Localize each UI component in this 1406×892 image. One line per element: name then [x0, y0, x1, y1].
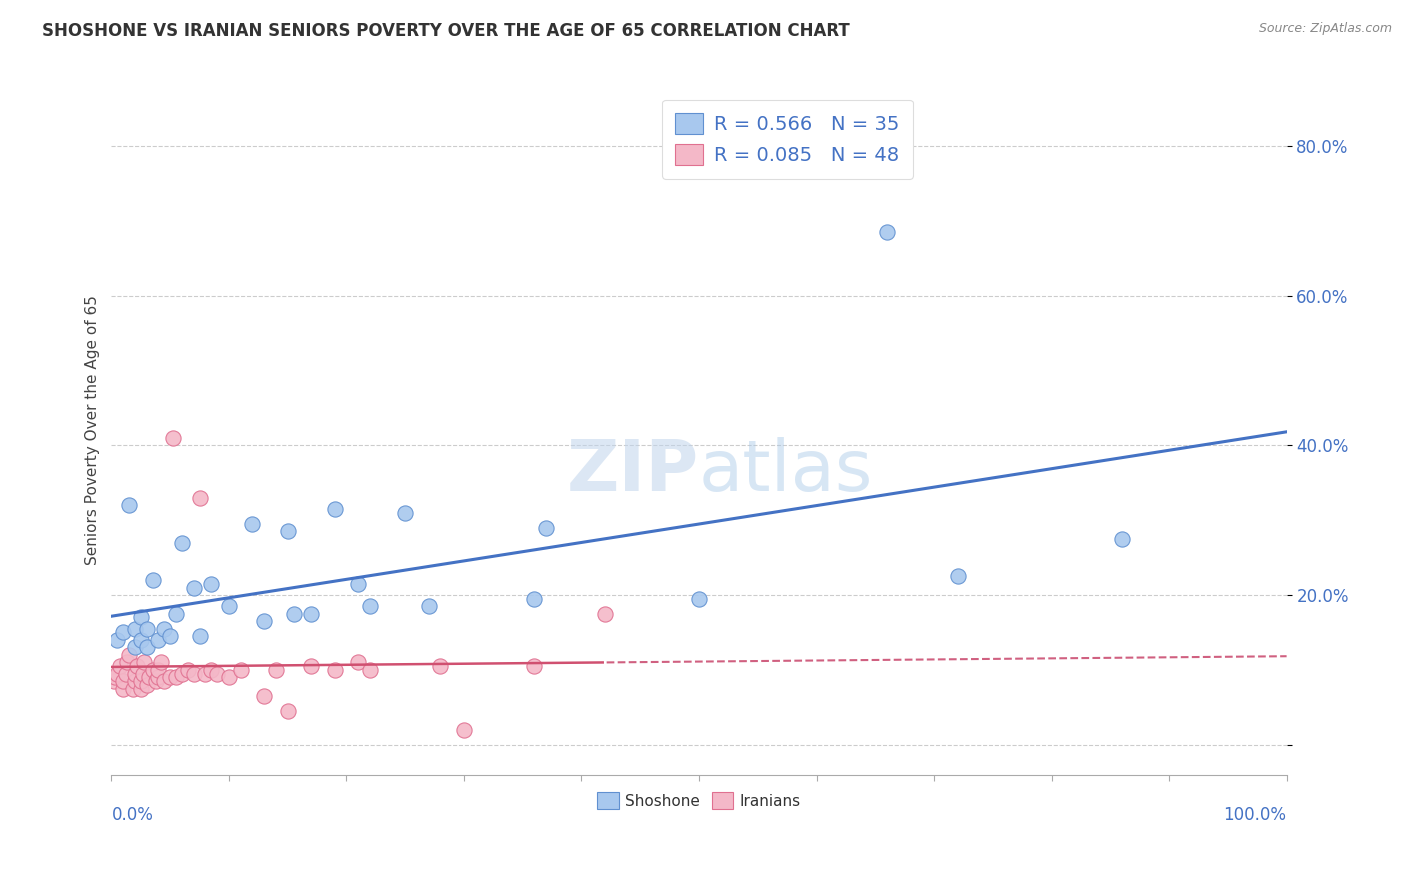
- Point: [593, 607, 616, 621]
- Point: [253, 614, 276, 628]
- Point: [323, 663, 346, 677]
- Point: [135, 622, 157, 636]
- Point: [129, 681, 152, 696]
- Point: [121, 681, 143, 696]
- Point: [165, 670, 187, 684]
- Point: [162, 431, 184, 445]
- Point: [359, 663, 381, 677]
- Point: [104, 670, 127, 684]
- Point: [141, 573, 163, 587]
- Point: [534, 521, 557, 535]
- Point: [359, 599, 381, 614]
- Point: [170, 666, 193, 681]
- Point: [103, 674, 125, 689]
- Point: [159, 629, 181, 643]
- Point: [129, 610, 152, 624]
- Point: [127, 659, 149, 673]
- Point: [148, 663, 170, 677]
- Point: [124, 666, 146, 681]
- Point: [115, 656, 138, 670]
- Point: [118, 498, 141, 512]
- Point: [946, 569, 969, 583]
- Legend: Shoshone, Iranians: Shoshone, Iranians: [592, 786, 807, 815]
- Point: [148, 632, 170, 647]
- Point: [277, 704, 299, 718]
- Text: 100.0%: 100.0%: [1223, 805, 1286, 823]
- Point: [200, 577, 222, 591]
- Point: [135, 678, 157, 692]
- Point: [135, 640, 157, 655]
- Point: [347, 577, 370, 591]
- Point: [132, 666, 155, 681]
- Y-axis label: Seniors Poverty Over the Age of 65: Seniors Poverty Over the Age of 65: [86, 295, 100, 566]
- Point: [124, 622, 146, 636]
- Point: [876, 225, 898, 239]
- Point: [283, 607, 305, 621]
- Point: [159, 670, 181, 684]
- Point: [183, 581, 205, 595]
- Point: [1111, 532, 1133, 546]
- Point: [429, 659, 451, 673]
- Point: [277, 524, 299, 539]
- Point: [108, 659, 131, 673]
- Point: [523, 591, 546, 606]
- Point: [165, 607, 187, 621]
- Text: atlas: atlas: [699, 437, 873, 507]
- Point: [200, 663, 222, 677]
- Point: [112, 674, 135, 689]
- Point: [242, 516, 264, 531]
- Text: SHOSHONE VS IRANIAN SENIORS POVERTY OVER THE AGE OF 65 CORRELATION CHART: SHOSHONE VS IRANIAN SENIORS POVERTY OVER…: [42, 22, 851, 40]
- Point: [323, 502, 346, 516]
- Point: [188, 491, 211, 505]
- Point: [264, 663, 287, 677]
- Point: [194, 666, 217, 681]
- Point: [129, 632, 152, 647]
- Point: [124, 640, 146, 655]
- Point: [453, 723, 475, 737]
- Point: [118, 648, 141, 662]
- Point: [394, 506, 416, 520]
- Point: [148, 670, 170, 684]
- Point: [153, 622, 176, 636]
- Text: Source: ZipAtlas.com: Source: ZipAtlas.com: [1258, 22, 1392, 36]
- Point: [105, 632, 128, 647]
- Point: [149, 656, 172, 670]
- Point: [347, 656, 370, 670]
- Point: [218, 599, 240, 614]
- Point: [183, 666, 205, 681]
- Point: [129, 674, 152, 689]
- Point: [134, 656, 156, 670]
- Point: [418, 599, 440, 614]
- Point: [141, 663, 163, 677]
- Point: [253, 689, 276, 703]
- Point: [112, 625, 135, 640]
- Point: [299, 607, 322, 621]
- Point: [138, 670, 160, 684]
- Point: [299, 659, 322, 673]
- Point: [114, 666, 136, 681]
- Point: [218, 670, 240, 684]
- Point: [124, 674, 146, 689]
- Point: [145, 674, 167, 689]
- Point: [188, 629, 211, 643]
- Point: [112, 681, 135, 696]
- Text: ZIP: ZIP: [567, 437, 699, 507]
- Point: [153, 674, 176, 689]
- Point: [205, 666, 228, 681]
- Point: [523, 659, 546, 673]
- Point: [177, 663, 200, 677]
- Point: [105, 666, 128, 681]
- Point: [170, 535, 193, 549]
- Point: [229, 663, 252, 677]
- Point: [688, 591, 710, 606]
- Text: 0.0%: 0.0%: [111, 805, 153, 823]
